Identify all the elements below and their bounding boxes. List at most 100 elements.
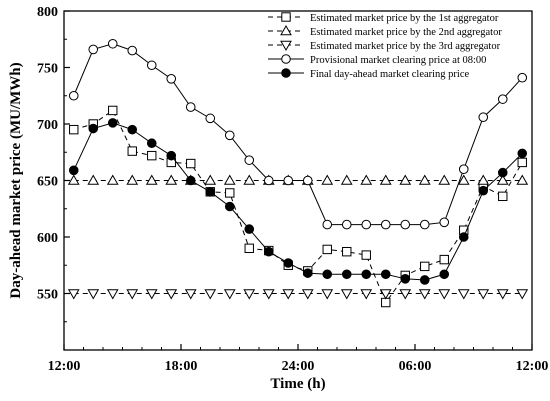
series-3-point (360, 289, 373, 300)
y-tick-label: 750 (37, 62, 58, 77)
series-4-point (302, 175, 313, 186)
series-2-point (126, 174, 139, 185)
series-2-point (477, 174, 490, 185)
series-3-point (418, 289, 431, 300)
x-tick-label: 06:00 (399, 359, 432, 374)
series-3-point (165, 289, 178, 300)
series-3-point (477, 289, 490, 300)
legend-marker (281, 68, 291, 78)
legend-entry: Final day-ahead market clearing price (310, 69, 470, 80)
series-4-point (224, 130, 235, 141)
series-5-point (88, 123, 99, 134)
y-tick-label: 650 (37, 175, 58, 190)
series-2-point (321, 174, 334, 185)
series-5-point (361, 269, 372, 280)
series-3-point (399, 289, 412, 300)
x-tick-label: 12:00 (516, 359, 549, 374)
series-3-point (282, 289, 295, 300)
series-4-point (283, 175, 294, 186)
series-2-point (340, 174, 353, 185)
series-5-point (68, 165, 79, 176)
series-2-point (87, 174, 100, 185)
series-4-point (244, 155, 255, 165)
series-4-point (107, 38, 118, 49)
series-4-point (146, 60, 157, 71)
series-3-point (223, 289, 236, 300)
series-1-point (420, 261, 430, 272)
legend-entry: Estimated market price by the 1st aggreg… (310, 13, 499, 24)
x-axis-title: Time (h) (270, 376, 325, 392)
x-tick-label: 18:00 (165, 359, 198, 374)
series-1-point (517, 157, 527, 168)
series-4-point (322, 219, 333, 230)
series-5-point (166, 150, 177, 161)
series-3-point (262, 289, 275, 300)
series-5-line (73, 122, 523, 281)
legend-marker (280, 40, 292, 52)
series-3-point (340, 289, 353, 300)
series-5-point (517, 148, 528, 159)
series-3-point (145, 289, 158, 300)
series-2-point (145, 174, 158, 185)
series-2-point (67, 174, 80, 185)
series-3-point (457, 289, 470, 300)
series-2-point (379, 174, 392, 185)
series-2-point (457, 174, 470, 185)
series-5-point (185, 175, 196, 186)
series-2-point (496, 174, 509, 185)
x-tick-label: 12:00 (48, 359, 81, 374)
series-4-point (380, 219, 391, 230)
series-3-point (184, 289, 197, 300)
y-tick-label: 800 (37, 5, 58, 20)
legend-marker (280, 24, 292, 36)
series-4-point (185, 102, 196, 112)
series-5-point (244, 224, 255, 234)
series-2-point (106, 174, 119, 185)
series-5-point (439, 269, 450, 280)
series-4-point (419, 219, 430, 230)
series-4-point (361, 219, 372, 230)
series-4-point (341, 219, 352, 230)
series-1-point (244, 243, 254, 254)
series-1-point (108, 105, 118, 116)
series-3-point (438, 289, 451, 300)
x-tick-label: 24:00 (282, 359, 315, 374)
series-2-point (360, 174, 373, 185)
series-5-point (283, 258, 294, 268)
series-1-point (381, 297, 391, 308)
series-5-point (263, 246, 274, 257)
series-2-point (243, 174, 256, 185)
series-5-point (205, 187, 216, 197)
series-5-point (146, 138, 157, 149)
legend-marker (281, 54, 291, 64)
y-axis-title: Day-ahead market price (MU/MWh) (8, 62, 24, 298)
series-5-point (478, 185, 489, 196)
y-tick-label: 550 (37, 288, 58, 303)
series-1-point (361, 250, 371, 260)
series-5-point (458, 232, 469, 242)
series-5-point (322, 269, 333, 280)
series-4-point (166, 74, 177, 84)
series-5-point (497, 167, 508, 178)
legend-entry: Estimated market price by the 3rd aggreg… (310, 41, 501, 52)
series-1-point (498, 191, 508, 202)
series-2-point (399, 174, 412, 185)
series-4-point (127, 45, 138, 56)
series-2-point (516, 174, 529, 185)
series-5-point (400, 274, 411, 284)
series-4-point (478, 112, 489, 123)
series-3-point (204, 289, 217, 300)
series-4-point (263, 175, 274, 186)
series-4-point (68, 90, 79, 101)
y-tick-label: 700 (37, 118, 58, 133)
series-3-point (321, 289, 334, 300)
series-1-point (69, 124, 79, 135)
series-4-point (400, 219, 411, 230)
series-3-point (516, 289, 529, 300)
series-5-point (107, 118, 118, 128)
series-3-point (243, 289, 256, 300)
series-1-point (342, 246, 352, 257)
series-3-point (87, 289, 100, 300)
